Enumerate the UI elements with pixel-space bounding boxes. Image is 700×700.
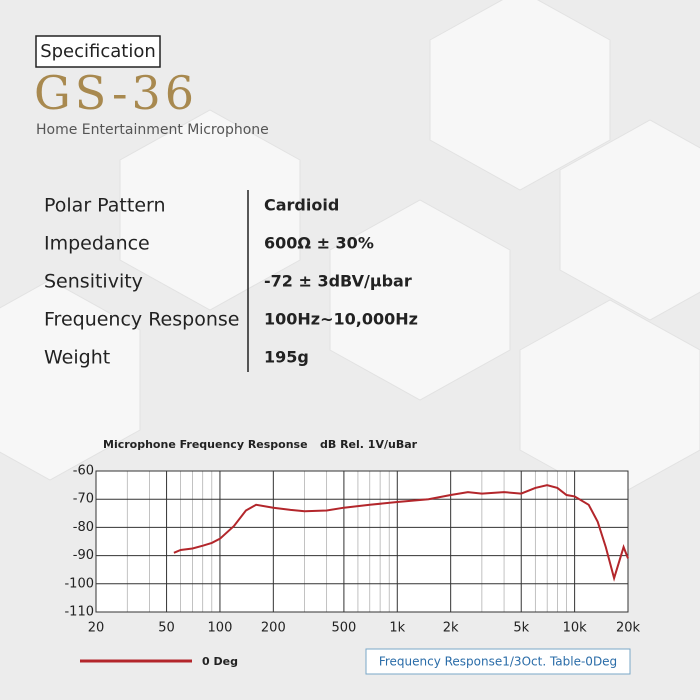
badge-box: [35, 35, 161, 68]
spec-label: Frequency Response: [44, 309, 239, 331]
y-tick-label: -100: [64, 576, 94, 591]
x-tick-label: 1k: [389, 621, 405, 636]
x-tick-label: 2k: [443, 621, 459, 636]
plot-area: [95, 470, 629, 613]
chart-title: Microphone Frequency Response: [103, 438, 308, 451]
x-tick-label: 10k: [563, 621, 588, 636]
chart: 20 50 100 200 500 1k 2k 5k 10k 20k -60 -70 -80 -90 -10…: [64, 464, 640, 669]
x-tick-label: 500: [331, 621, 356, 636]
spec-value: 195g: [264, 348, 309, 367]
spec-value: 600Ω ± 30%: [264, 234, 374, 253]
y-tick-label: -80: [73, 520, 94, 535]
y-axis-label: dB Rel. 1V/uBar: [320, 438, 418, 451]
spec-label: Polar Pattern: [44, 195, 166, 217]
footnote: Frequency Response1/3Oct. Table-0Deg: [379, 655, 617, 669]
spec-label: Weight: [44, 347, 110, 369]
y-tick-label: -90: [73, 548, 94, 563]
y-tick-label: -70: [73, 492, 94, 507]
spec-label: Sensitivity: [44, 271, 143, 293]
series-line: [173, 484, 629, 582]
product-subtitle: Home Entertainment Microphone: [36, 122, 269, 138]
x-tick-label: 20k: [616, 621, 641, 636]
footnote-box: [365, 648, 631, 675]
spec-label: Impedance: [44, 233, 150, 255]
hexagon-pattern: [0, 0, 700, 501]
y-tick-label: -110: [64, 605, 94, 620]
badge: Specification: [40, 41, 156, 62]
legend-label: 0 Deg: [202, 655, 238, 668]
spec-value: Cardioid: [264, 196, 339, 215]
x-tick-label: 200: [261, 621, 286, 636]
x-tick-label: 20: [88, 621, 105, 636]
spec-value: 100Hz~10,000Hz: [264, 310, 418, 329]
x-tick-label: 100: [208, 621, 233, 636]
x-tick-label: 50: [158, 621, 175, 636]
product-title: GS-36: [34, 66, 198, 120]
spec-table: Polar Pattern Cardioid Impedance 600Ω ± 30%…: [44, 195, 418, 369]
x-tick-label: 5k: [513, 621, 529, 636]
y-tick-label: -60: [73, 464, 94, 479]
spec-value: -72 ± 3dBV/μbar: [264, 272, 412, 291]
